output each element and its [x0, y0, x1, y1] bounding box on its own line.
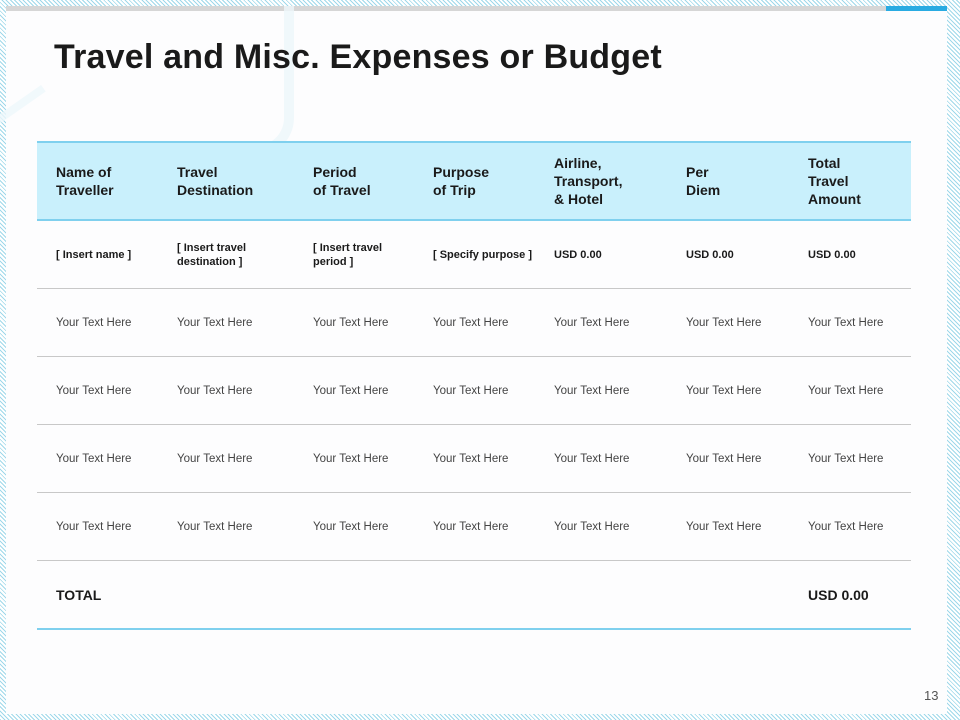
header-per-diem: Per Diem: [667, 141, 789, 221]
table-cell: Your Text Here: [667, 356, 789, 425]
table-cell: Your Text Here: [789, 356, 911, 425]
table-cell: Your Text Here: [158, 356, 294, 425]
expenses-table: Name of Traveller Travel Destination Per…: [37, 141, 911, 630]
table-row: Your Text Here Your Text Here Your Text …: [37, 492, 911, 561]
table-cell: Your Text Here: [158, 288, 294, 357]
table-cell: Your Text Here: [667, 492, 789, 561]
table-cell: Your Text Here: [294, 288, 414, 357]
total-row: TOTAL USD 0.00: [37, 560, 911, 630]
slide-title: Travel and Misc. Expenses or Budget: [54, 38, 662, 76]
table-cell: [ Insert name ]: [37, 220, 158, 289]
table-cell: Your Text Here: [535, 288, 667, 357]
table-cell: [ Specify purpose ]: [414, 220, 535, 289]
table-cell: Your Text Here: [414, 356, 535, 425]
total-label: TOTAL: [37, 560, 789, 630]
header-airline-transport-hotel: Airline, Transport, & Hotel: [535, 141, 667, 221]
watermark-shape: [256, 6, 294, 156]
table-cell: Your Text Here: [158, 424, 294, 493]
header-purpose-of-trip: Purpose of Trip: [414, 141, 535, 221]
table-row: [ Insert name ] [ Insert travel destinat…: [37, 220, 911, 289]
table-cell: Your Text Here: [414, 288, 535, 357]
table-cell: [ Insert travel destination ]: [158, 220, 294, 289]
table-cell: Your Text Here: [294, 492, 414, 561]
table-cell: Your Text Here: [37, 356, 158, 425]
table-cell: Your Text Here: [37, 492, 158, 561]
table-cell: Your Text Here: [37, 424, 158, 493]
top-bar: [6, 6, 886, 11]
top-accent-bar: [886, 6, 947, 11]
total-amount: USD 0.00: [789, 560, 911, 630]
table-cell: Your Text Here: [535, 424, 667, 493]
table-cell: Your Text Here: [294, 424, 414, 493]
table-row: Your Text Here Your Text Here Your Text …: [37, 424, 911, 493]
table-cell: Your Text Here: [789, 424, 911, 493]
table-cell: Your Text Here: [667, 288, 789, 357]
table-cell: Your Text Here: [158, 492, 294, 561]
table-cell: USD 0.00: [667, 220, 789, 289]
header-travel-destination: Travel Destination: [158, 141, 294, 221]
table-cell: [ Insert travel period ]: [294, 220, 414, 289]
table-cell: USD 0.00: [535, 220, 667, 289]
table-cell: USD 0.00: [789, 220, 911, 289]
table-cell: Your Text Here: [37, 288, 158, 357]
table-cell: Your Text Here: [535, 356, 667, 425]
table-row: Your Text Here Your Text Here Your Text …: [37, 288, 911, 357]
table-cell: Your Text Here: [789, 492, 911, 561]
table-cell: Your Text Here: [294, 356, 414, 425]
table-cell: Your Text Here: [667, 424, 789, 493]
table-cell: Your Text Here: [414, 424, 535, 493]
table-header-row: Name of Traveller Travel Destination Per…: [37, 141, 911, 221]
expenses-table-container: Name of Traveller Travel Destination Per…: [37, 141, 911, 630]
page-number: 13: [924, 688, 939, 703]
table-cell: Your Text Here: [414, 492, 535, 561]
header-total-travel-amount: Total Travel Amount: [789, 141, 911, 221]
table-cell: Your Text Here: [535, 492, 667, 561]
table-cell: Your Text Here: [789, 288, 911, 357]
header-name-of-traveller: Name of Traveller: [37, 141, 158, 221]
table-row: Your Text Here Your Text Here Your Text …: [37, 356, 911, 425]
header-period-of-travel: Period of Travel: [294, 141, 414, 221]
